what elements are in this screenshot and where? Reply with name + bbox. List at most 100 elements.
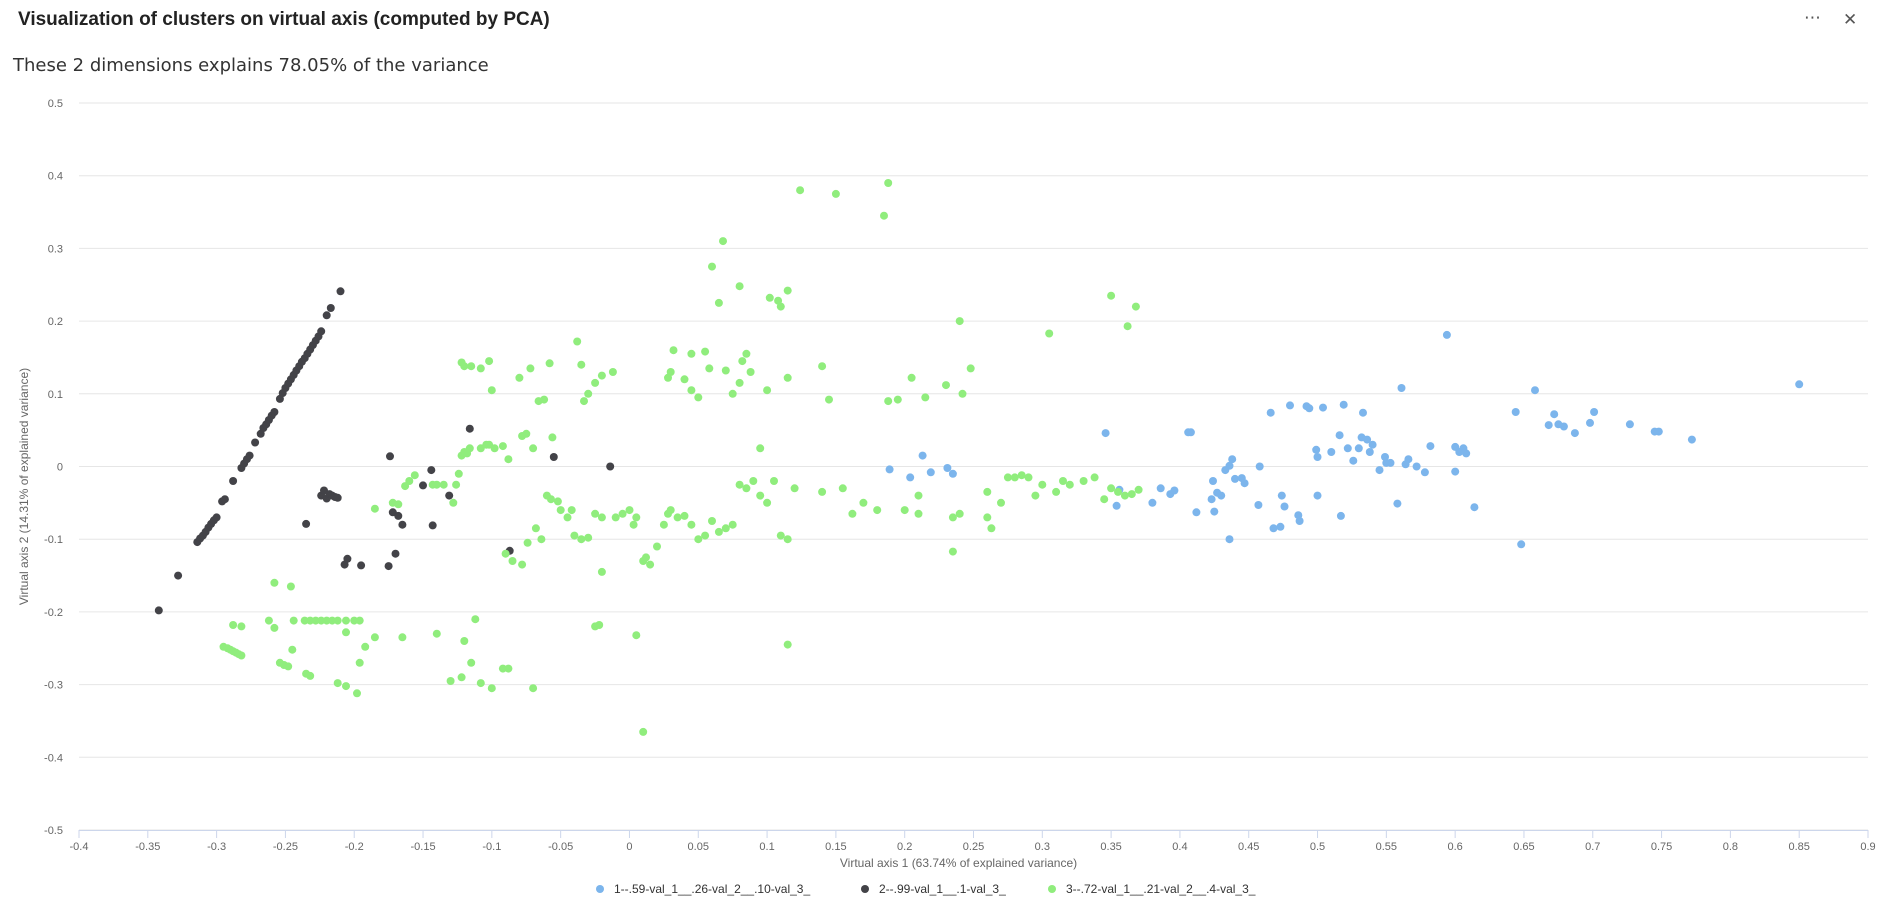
series-2-point[interactable]	[606, 462, 615, 471]
series-3-point[interactable]	[591, 378, 600, 387]
series-3-point[interactable]	[719, 237, 727, 246]
series-3-point[interactable]	[467, 658, 476, 667]
series-2-point[interactable]	[428, 521, 437, 530]
series-1-point[interactable]	[918, 451, 927, 460]
series-3-point[interactable]	[311, 616, 320, 625]
series-3-point[interactable]	[487, 386, 496, 395]
series-2-point[interactable]	[326, 304, 335, 312]
series-3-point[interactable]	[300, 616, 309, 625]
series-1-point[interactable]	[1550, 410, 1559, 419]
series-1-point[interactable]	[1269, 524, 1278, 533]
series-3-point[interactable]	[680, 375, 689, 384]
series-3-point[interactable]	[229, 621, 238, 629]
series-3-point[interactable]	[955, 317, 964, 326]
series-3-point[interactable]	[1107, 484, 1116, 493]
series-3-point[interactable]	[848, 509, 857, 518]
series-1-point[interactable]	[943, 464, 952, 472]
series-3-point[interactable]	[333, 616, 342, 625]
series-1-point[interactable]	[1101, 429, 1110, 438]
series-3-point[interactable]	[432, 629, 441, 638]
series-3-point[interactable]	[749, 477, 758, 485]
series-1-point[interactable]	[1302, 402, 1311, 411]
series-1-point[interactable]	[1349, 456, 1358, 465]
series-3-point[interactable]	[721, 366, 730, 375]
series-3-point[interactable]	[687, 349, 696, 358]
series-1-point[interactable]	[1442, 330, 1451, 339]
series-3-point[interactable]	[457, 673, 466, 682]
series-3-point[interactable]	[914, 509, 923, 518]
series-3-point[interactable]	[646, 560, 655, 569]
series-3-point[interactable]	[873, 506, 882, 515]
series-1-point[interactable]	[1312, 445, 1321, 454]
close-icon[interactable]: ✕	[1843, 10, 1858, 30]
series-3-point[interactable]	[958, 389, 967, 398]
series-2-point[interactable]	[384, 562, 393, 571]
series-3-point[interactable]	[728, 520, 737, 529]
series-3-point[interactable]	[449, 498, 458, 507]
series-3-point[interactable]	[577, 535, 586, 544]
series-1-point[interactable]	[1590, 408, 1599, 416]
series-3-point[interactable]	[1024, 473, 1033, 482]
series-3-point[interactable]	[694, 535, 703, 544]
series-3-point[interactable]	[735, 282, 744, 291]
series-1-point[interactable]	[1554, 420, 1563, 429]
series-3-point[interactable]	[728, 389, 737, 398]
series-1-point[interactable]	[1397, 384, 1406, 392]
series-3-point[interactable]	[680, 511, 689, 520]
series-1-point[interactable]	[1184, 428, 1193, 437]
series-1-point[interactable]	[1365, 448, 1374, 456]
series-3-point[interactable]	[460, 637, 469, 645]
series-3-point[interactable]	[673, 513, 682, 522]
series-3-point[interactable]	[763, 498, 772, 507]
series-3-point[interactable]	[1052, 487, 1061, 496]
series-3-point[interactable]	[518, 560, 527, 569]
series-1-point[interactable]	[1319, 403, 1327, 412]
series-3-point[interactable]	[522, 429, 531, 438]
series-3-point[interactable]	[540, 395, 549, 404]
series-1-point[interactable]	[1277, 491, 1286, 500]
series-3-point[interactable]	[328, 616, 337, 625]
series-3-point[interactable]	[1079, 477, 1088, 485]
series-3-point[interactable]	[608, 368, 617, 376]
series-1-point[interactable]	[1254, 501, 1263, 509]
legend-item-series-2[interactable]: 2--.99-val_1__.1-val_3_	[861, 882, 1006, 896]
series-3-point[interactable]	[653, 542, 661, 551]
series-3-point[interactable]	[237, 622, 246, 631]
series-3-point[interactable]	[776, 302, 785, 311]
legend-item-series-3[interactable]: 3--.72-val_1__.21-val_2__.4-val_3_	[1048, 882, 1256, 896]
series-3-point[interactable]	[465, 444, 474, 453]
series-3-point[interactable]	[880, 211, 888, 220]
series-3-point[interactable]	[361, 642, 370, 651]
series-1-point[interactable]	[1795, 380, 1804, 389]
series-1-point[interactable]	[1412, 462, 1421, 471]
series-3-point[interactable]	[756, 491, 765, 500]
series-1-point[interactable]	[1280, 502, 1289, 511]
series-3-point[interactable]	[467, 362, 476, 371]
series-3-point[interactable]	[632, 513, 641, 522]
series-3-point[interactable]	[900, 506, 909, 515]
series-1-point[interactable]	[1148, 498, 1157, 507]
series-1-point[interactable]	[1294, 511, 1303, 520]
series-2-point[interactable]	[336, 287, 345, 296]
series-3-point[interactable]	[742, 484, 751, 493]
series-3-point[interactable]	[783, 535, 792, 544]
series-3-point[interactable]	[694, 393, 703, 402]
series-3-point[interactable]	[893, 395, 902, 404]
series-3-point[interactable]	[353, 689, 361, 698]
series-3-point[interactable]	[526, 364, 535, 373]
series-3-point[interactable]	[342, 628, 350, 637]
series-3-point[interactable]	[884, 397, 893, 406]
series-3-point[interactable]	[350, 616, 359, 625]
series-3-point[interactable]	[439, 480, 448, 489]
series-3-point[interactable]	[333, 679, 342, 688]
series-3-point[interactable]	[370, 633, 379, 642]
series-1-point[interactable]	[948, 469, 957, 478]
series-3-point[interactable]	[398, 633, 407, 642]
series-3-point[interactable]	[595, 621, 604, 629]
series-3-point[interactable]	[563, 513, 572, 522]
series-2-point[interactable]	[322, 311, 331, 320]
series-3-point[interactable]	[746, 368, 755, 376]
series-3-point[interactable]	[907, 373, 916, 382]
series-3-point[interactable]	[742, 349, 751, 358]
series-1-point[interactable]	[1420, 468, 1429, 477]
